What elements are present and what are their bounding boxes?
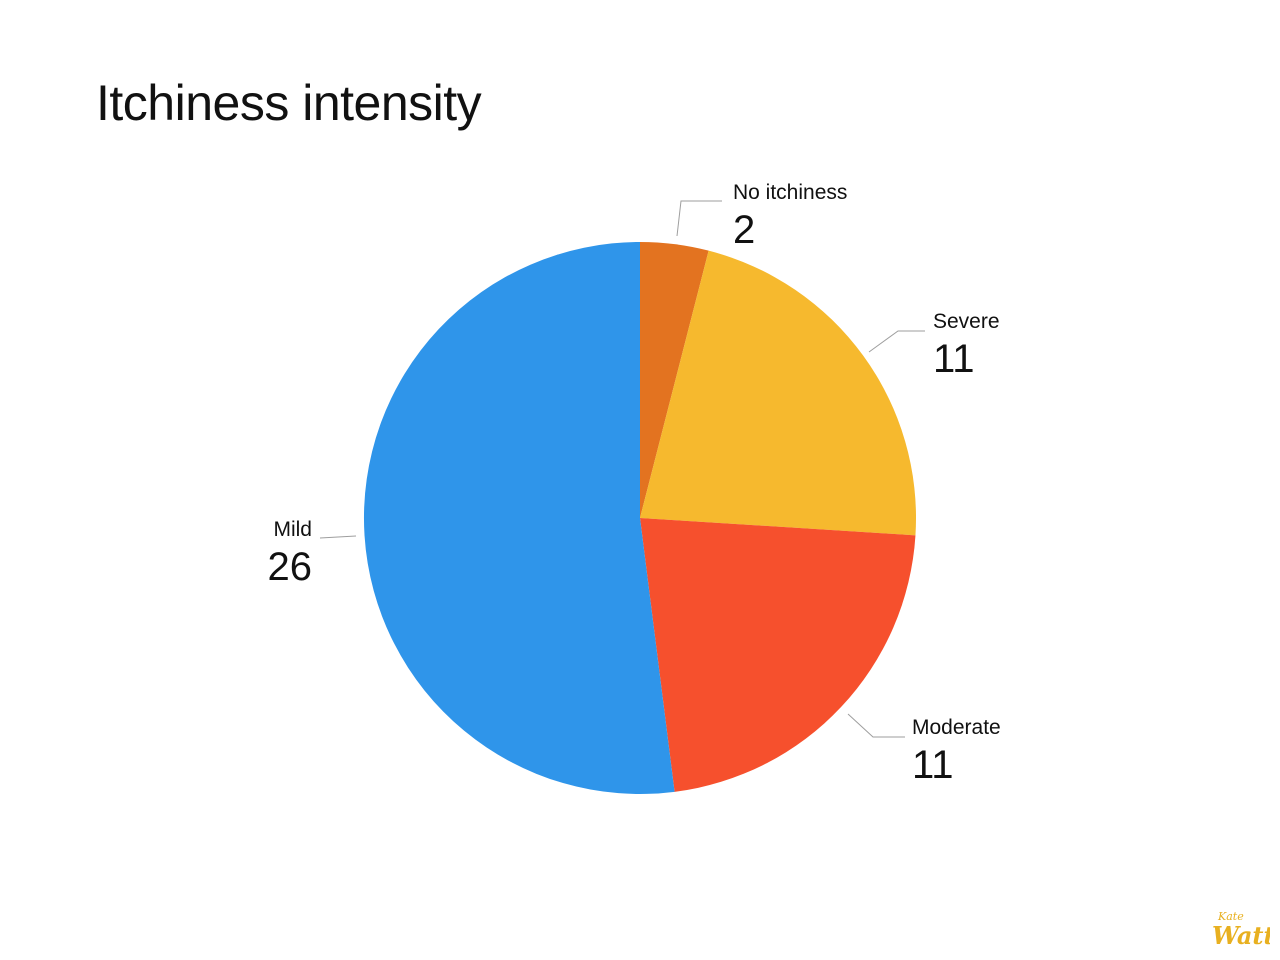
leader-line — [847, 713, 905, 738]
slice-label: Severe — [933, 310, 1000, 333]
leader-line — [676, 200, 722, 237]
leader-line — [868, 330, 925, 353]
slice-value: 11 — [933, 337, 975, 381]
svg-text:Kate: Kate — [1217, 910, 1244, 923]
slice-value: 2 — [733, 208, 755, 252]
slice-value: 26 — [268, 545, 313, 589]
chart-title: Itchiness intensity — [96, 75, 482, 131]
svg-text:Watt: Watt — [1212, 921, 1270, 950]
pie-slice-moderate — [640, 518, 916, 792]
slice-label: No itchiness — [733, 181, 847, 204]
slice-label: Moderate — [912, 716, 1001, 739]
pie-slice-no-itchiness — [640, 242, 709, 518]
pie-slices — [363, 241, 917, 794]
leader-line — [319, 535, 357, 539]
pie-labels: No itchiness 2 Severe 11 Moderate 11 Mild 26 — [268, 181, 1001, 787]
slice-label: Mild — [273, 518, 312, 541]
pie-slice-mild — [363, 241, 675, 794]
slice-value: 11 — [912, 743, 954, 787]
brand-logo: Kate Watt — [1212, 910, 1270, 950]
pie-slice-severe — [640, 250, 917, 536]
